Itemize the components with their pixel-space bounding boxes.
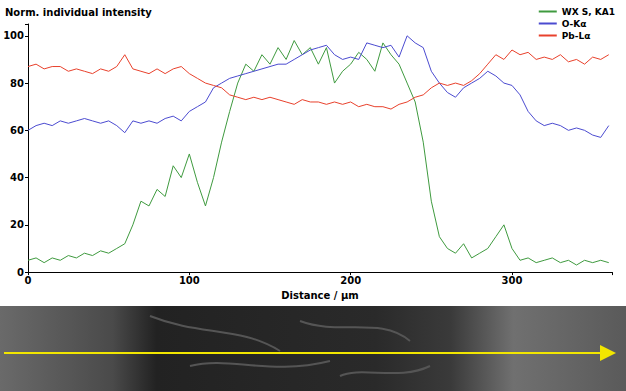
svg-text:40: 40 [10,172,24,183]
svg-text:0: 0 [25,275,32,286]
svg-text:Pb-Lα: Pb-Lα [562,31,591,41]
svg-text:300: 300 [502,275,523,286]
svg-text:100: 100 [179,275,200,286]
svg-text:WX S, KA1: WX S, KA1 [562,7,615,17]
svg-text:Norm. individual intensity: Norm. individual intensity [5,7,152,18]
svg-text:200: 200 [340,275,361,286]
svg-text:60: 60 [10,125,24,136]
svg-text:100: 100 [3,30,24,41]
svg-text:20: 20 [10,219,24,230]
svg-text:80: 80 [10,78,24,89]
svg-text:0: 0 [17,267,24,278]
svg-text:Distance / µm: Distance / µm [281,290,358,301]
svg-text:O-Kα: O-Kα [562,19,587,29]
